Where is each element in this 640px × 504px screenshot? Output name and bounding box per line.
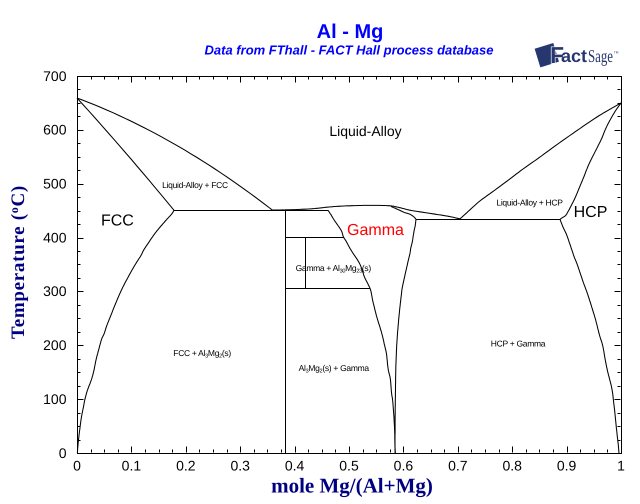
svg-text:100: 100 <box>43 391 67 407</box>
svg-text:Al - Mg: Al - Mg <box>317 21 384 43</box>
svg-text:FCC + Al3Mg2(s): FCC + Al3Mg2(s) <box>173 348 231 360</box>
svg-text:1: 1 <box>617 457 625 473</box>
svg-text:Data from FThall - FACT Hall p: Data from FThall - FACT Hall process dat… <box>205 43 494 58</box>
svg-text:Sage: Sage <box>588 46 613 66</box>
svg-text:0.1: 0.1 <box>122 457 142 473</box>
svg-text:400: 400 <box>43 229 67 245</box>
svg-text:HCP: HCP <box>574 204 608 221</box>
svg-text:F: F <box>550 42 564 68</box>
svg-text:0.9: 0.9 <box>557 457 577 473</box>
svg-text:mole Mg/(Al+Mg): mole Mg/(Al+Mg) <box>271 474 433 498</box>
svg-text:0: 0 <box>73 457 81 473</box>
svg-text:Gamma + Al30Mg23(s): Gamma + Al30Mg23(s) <box>296 263 372 275</box>
svg-text:0: 0 <box>59 445 67 461</box>
svg-text:Liquid-Alloy: Liquid-Alloy <box>329 123 401 139</box>
svg-text:act: act <box>561 46 587 66</box>
svg-text:Liquid-Alloy + HCP: Liquid-Alloy + HCP <box>496 198 563 208</box>
svg-text:0.5: 0.5 <box>339 457 359 473</box>
svg-text:200: 200 <box>43 337 67 353</box>
svg-text:0.3: 0.3 <box>230 457 250 473</box>
svg-text:Al3Mg2(s) + Gamma: Al3Mg2(s) + Gamma <box>299 363 370 375</box>
svg-text:Temperature (oC): Temperature (oC) <box>7 185 29 339</box>
svg-text:700: 700 <box>43 68 67 84</box>
svg-text:0.6: 0.6 <box>394 457 414 473</box>
svg-text:TM: TM <box>614 51 619 55</box>
svg-text:300: 300 <box>43 283 67 299</box>
svg-text:FCC: FCC <box>101 213 134 230</box>
svg-text:500: 500 <box>43 176 67 192</box>
svg-text:0.8: 0.8 <box>502 457 522 473</box>
svg-text:0.4: 0.4 <box>285 457 305 473</box>
svg-text:Liquid-Alloy + FCC: Liquid-Alloy + FCC <box>162 180 228 190</box>
svg-text:HCP + Gamma: HCP + Gamma <box>491 339 546 349</box>
svg-text:0.2: 0.2 <box>176 457 196 473</box>
svg-text:Gamma: Gamma <box>347 222 404 239</box>
svg-text:600: 600 <box>43 122 67 138</box>
svg-text:0.7: 0.7 <box>448 457 468 473</box>
